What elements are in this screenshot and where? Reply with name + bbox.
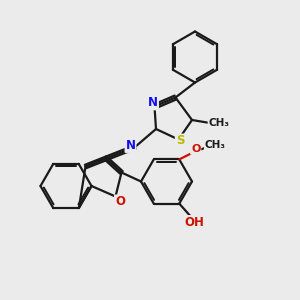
Text: CH₃: CH₃ — [208, 118, 230, 128]
Text: O: O — [115, 195, 125, 208]
Text: O: O — [191, 144, 200, 154]
Text: S: S — [176, 134, 184, 148]
Text: CH₃: CH₃ — [205, 140, 226, 150]
Text: N: N — [125, 139, 136, 152]
Text: OH: OH — [184, 216, 204, 229]
Text: N: N — [148, 96, 158, 110]
